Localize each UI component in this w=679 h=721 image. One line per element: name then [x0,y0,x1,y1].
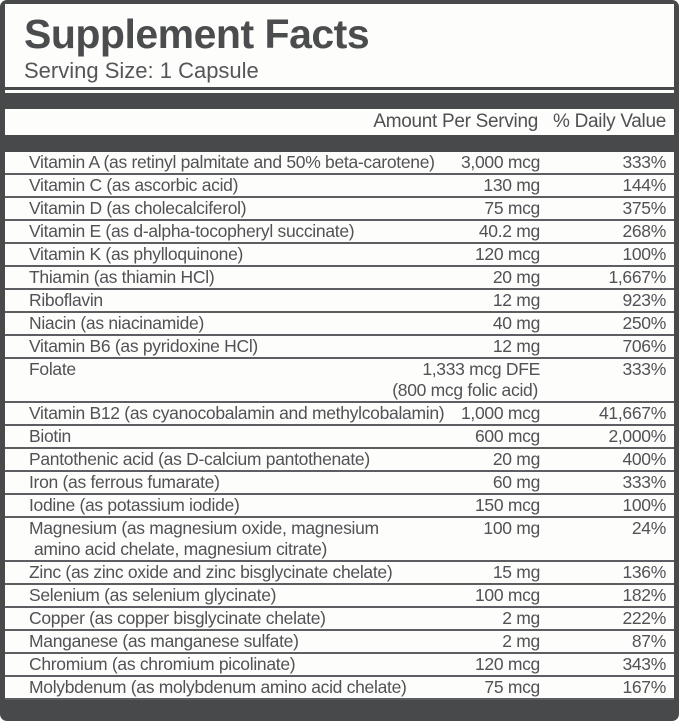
nutrient-amount: 40 mg [492,313,540,333]
nutrient-amount: 600 mcg [474,426,540,446]
table-row: Vitamin B6 (as pyridoxine HCl) 12 mg 706… [5,336,674,359]
table-row: Chromium (as chromium picolinate) 120 mc… [5,654,674,677]
table-row: Biotin 600 mcg 2,000% [5,426,674,449]
nutrient-name: Iodine (as potassium iodide) [29,495,240,515]
nutrient-name: Magnesium (as magnesium oxide, magnesium [29,518,379,538]
nutrient-amount: 100 mg [483,518,540,538]
nutrient-name: Biotin [29,426,71,446]
nutrient-daily-value: 333% [622,472,666,492]
column-header-daily-value: % Daily Value [553,111,666,132]
nutrient-daily-value: 136% [622,562,666,582]
nutrient-name: Vitamin A (as retinyl palmitate and 50% … [29,152,435,172]
nutrient-name: Niacin (as niacinamide) [29,313,204,333]
nutrient-daily-value: 222% [622,608,666,628]
table-row: Niacin (as niacinamide) 40 mg 250% [5,313,674,336]
nutrient-amount: 75 mcg [484,677,540,697]
table-row: Pantothenic acid (as D-calcium pantothen… [5,449,674,472]
nutrient-daily-value: 167% [622,677,666,697]
label-header: Supplement Facts Serving Size: 1 Capsule [5,4,674,87]
table-row: Vitamin K (as phylloquinone) 120 mcg 100… [5,244,674,267]
nutrient-amount: 1,000 mcg [460,403,540,423]
nutrient-daily-value: 923% [622,290,666,310]
table-row: Selenium (as selenium glycinate) 100 mcg… [5,585,674,608]
nutrient-name: Selenium (as selenium glycinate) [29,585,277,605]
nutrient-name: Manganese (as manganese sulfate) [29,631,299,651]
nutrient-amount: 100 mcg [474,585,540,605]
nutrient-daily-value: 333% [622,152,666,172]
table-row: Iron (as ferrous fumarate) 60 mg 333% [5,472,674,495]
nutrient-amount: 12 mg [492,290,540,310]
nutrient-amount: 2 mg [502,631,540,651]
serving-size-text: Serving Size: 1 Capsule [24,58,259,83]
table-row: Molybdenum (as molybdenum amino acid che… [5,677,674,700]
nutrient-daily-value: 144% [622,175,666,195]
nutrient-name: Iron (as ferrous fumarate) [29,472,220,492]
nutrient-amount: 75 mcg [484,198,540,218]
nutrient-amount: 150 mcg [474,495,540,515]
nutrient-daily-value: 2,000% [608,426,666,446]
nutrient-daily-value: 100% [622,244,666,264]
nutrient-daily-value: 182% [622,585,666,605]
facts-rows: Vitamin A (as retinyl palmitate and 50% … [5,152,674,700]
nutrient-daily-value: 24% [631,518,666,538]
table-row: Copper (as copper bisglycinate chelate) … [5,608,674,631]
nutrient-name: Copper (as copper bisglycinate chelate) [29,608,326,628]
table-row: Manganese (as manganese sulfate) 2 mg 87… [5,631,674,654]
table-row: Vitamin B12 (as cyanocobalamin and methy… [5,403,674,426]
table-row: Vitamin E (as d-alpha-tocopheryl succina… [5,221,674,244]
nutrient-amount: 12 mg [492,336,540,356]
nutrient-daily-value: 87% [631,631,666,651]
column-header-row: Amount Per Serving % Daily Value [5,109,674,135]
nutrient-amount-line2: (800 mcg folic acid) [392,380,538,400]
nutrient-name: Vitamin E (as d-alpha-tocopheryl succina… [29,221,355,241]
table-row: Iodine (as potassium iodide) 150 mcg 100… [5,495,674,518]
nutrient-name: Vitamin C (as ascorbic acid) [29,175,239,195]
nutrient-name: Molybdenum (as molybdenum amino acid che… [29,677,407,697]
table-row: Vitamin D (as cholecalciferol) 75 mcg 37… [5,198,674,221]
nutrient-name: Riboflavin [29,290,103,310]
nutrient-amount: 20 mg [492,449,540,469]
nutrient-amount: 2 mg [502,608,540,628]
nutrient-daily-value: 100% [622,495,666,515]
nutrient-name: Chromium (as chromium picolinate) [29,654,296,674]
nutrient-amount: 15 mg [492,562,540,582]
nutrient-amount: 1,333 mcg DFE [422,359,540,379]
nutrient-daily-value: 1,667% [608,267,666,287]
table-row: Vitamin A (as retinyl palmitate and 50% … [5,152,674,175]
label-title: Supplement Facts [24,11,370,57]
nutrient-amount: 20 mg [492,267,540,287]
nutrient-amount: 120 mcg [474,244,540,264]
divider-hairline [5,90,674,93]
nutrient-daily-value: 333% [622,359,666,379]
nutrient-name: Pantothenic acid (as D-calcium pantothen… [29,449,370,469]
nutrient-daily-value: 268% [622,221,666,241]
nutrient-amount: 40.2 mg [478,221,540,241]
nutrient-amount: 60 mg [492,472,540,492]
nutrient-name: Vitamin D (as cholecalciferol) [29,198,247,218]
nutrient-daily-value: 41,667% [599,403,666,423]
table-row: Vitamin C (as ascorbic acid) 130 mg 144% [5,175,674,198]
table-row: Magnesium (as magnesium oxide, magnesium… [5,518,674,562]
nutrient-daily-value: 250% [622,313,666,333]
nutrient-name: Folate [29,359,76,379]
nutrient-daily-value: 706% [622,336,666,356]
table-row: Zinc (as zinc oxide and zinc bisglycinat… [5,562,674,585]
nutrient-name: Vitamin B12 (as cyanocobalamin and methy… [29,403,445,423]
table-row: Thiamin (as thiamin HCl) 20 mg 1,667% [5,267,674,290]
nutrient-amount: 130 mg [483,175,540,195]
table-row: Riboflavin 12 mg 923% [5,290,674,313]
nutrient-daily-value: 375% [622,198,666,218]
nutrient-amount: 3,000 mcg [460,152,540,172]
nutrient-name: Thiamin (as thiamin HCl) [29,267,215,287]
nutrient-amount: 120 mcg [474,654,540,674]
column-header-amount: Amount Per Serving [373,111,538,132]
nutrient-daily-value: 400% [622,449,666,469]
nutrient-name-line2: amino acid chelate, magnesium citrate) [34,539,328,559]
nutrient-name: Vitamin B6 (as pyridoxine HCl) [29,336,258,356]
nutrient-name: Zinc (as zinc oxide and zinc bisglycinat… [29,562,393,582]
nutrient-daily-value: 343% [622,654,666,674]
nutrient-name: Vitamin K (as phylloquinone) [29,244,244,264]
table-row: Folate 1,333 mcg DFE (800 mcg folic acid… [5,359,674,403]
